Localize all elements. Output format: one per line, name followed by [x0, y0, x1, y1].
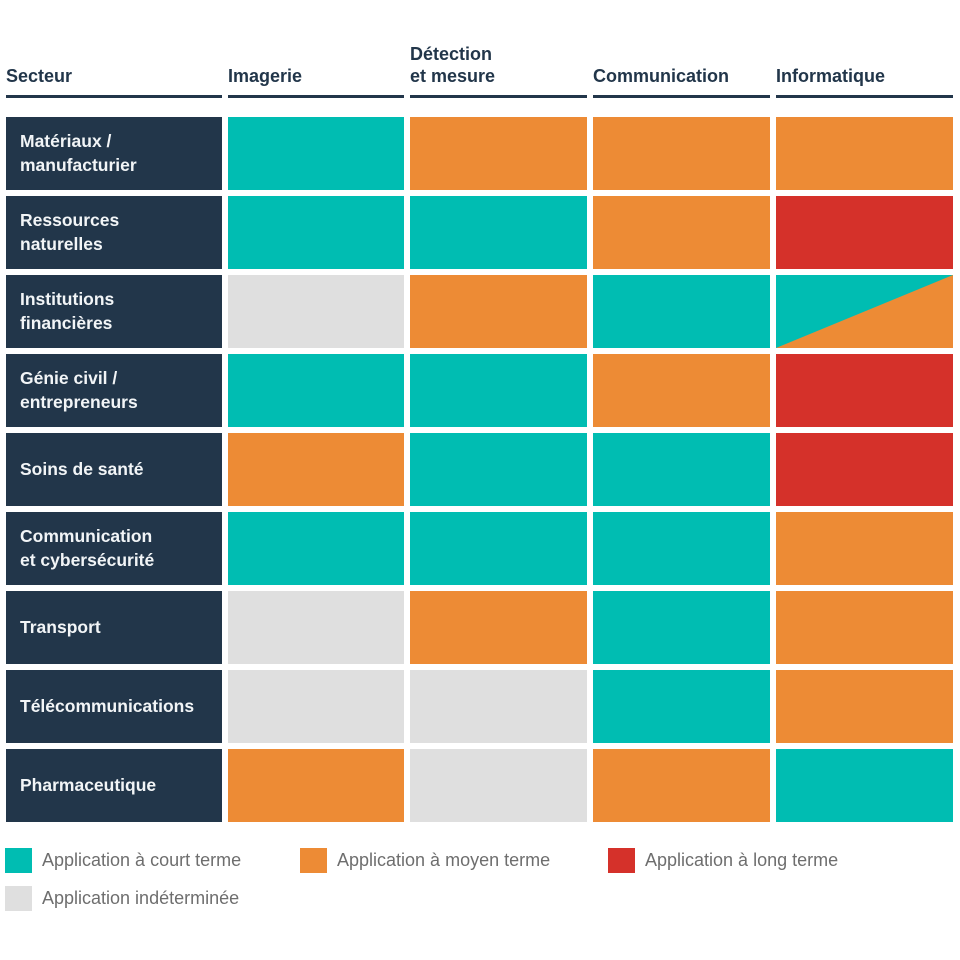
matrix-cell-court	[593, 433, 770, 506]
matrix-cell-moyen	[593, 117, 770, 190]
column-header-informatique: Informatique	[776, 36, 953, 98]
matrix-cell-court	[228, 512, 404, 585]
sector-label: Institutions financières	[6, 275, 222, 348]
legend-swatch-moyen-terme	[300, 848, 327, 873]
matrix-cell-moyen	[776, 117, 953, 190]
matrix-cell-moyen	[776, 591, 953, 664]
matrix-cell-court+moyen	[776, 275, 953, 348]
legend-item-indeterminee: Application indéterminée	[5, 886, 239, 911]
matrix-cell-court	[228, 196, 404, 269]
column-header-imagerie: Imagerie	[228, 36, 404, 98]
sector-label: Ressources naturelles	[6, 196, 222, 269]
matrix-cell-court	[776, 749, 953, 822]
matrix-cell-indeterminee	[228, 275, 404, 348]
legend-swatch-long-terme	[608, 848, 635, 873]
matrix-cell-indeterminee	[410, 749, 587, 822]
legend-label: Application à court terme	[42, 850, 242, 870]
matrix-cell-court	[228, 354, 404, 427]
matrix-cell-court	[593, 512, 770, 585]
legend: Application à court terme Application à …	[0, 848, 960, 928]
legend-label: Application indéterminée	[42, 888, 240, 908]
sector-label: Transport	[6, 591, 222, 664]
matrix-cell-court	[593, 670, 770, 743]
matrix-cell-moyen	[410, 117, 587, 190]
matrix-cell-court	[228, 117, 404, 190]
sector-label: Pharmaceutique	[6, 749, 222, 822]
matrix-cell-moyen	[593, 196, 770, 269]
matrix-cell-moyen	[776, 512, 953, 585]
legend-swatch-indeterminee	[5, 886, 32, 911]
matrix-cell-moyen	[410, 591, 587, 664]
matrix-cell-court	[410, 512, 587, 585]
matrix-cell-moyen	[776, 670, 953, 743]
matrix-cell-long	[776, 433, 953, 506]
matrix-cell-moyen	[593, 749, 770, 822]
matrix-cell-moyen	[228, 749, 404, 822]
matrix-cell-court	[593, 591, 770, 664]
matrix-cell-indeterminee	[228, 670, 404, 743]
sector-label: Télécommunications	[6, 670, 222, 743]
matrix-cell-court	[410, 196, 587, 269]
sector-label: Communication et cybersécurité	[6, 512, 222, 585]
matrix-cell-court	[593, 275, 770, 348]
legend-item-long-terme: Application à long terme	[608, 848, 838, 873]
column-header-detection: Détection et mesure	[410, 36, 587, 98]
matrix-cell-court	[410, 354, 587, 427]
column-header-secteur: Secteur	[6, 36, 222, 98]
column-header-communication: Communication	[593, 36, 770, 98]
sector-label: Matériaux / manufacturier	[6, 117, 222, 190]
matrix-header: Secteur Imagerie Détection et mesure Com…	[6, 36, 953, 98]
legend-label: Application à long terme	[645, 850, 839, 870]
matrix-cell-moyen	[410, 275, 587, 348]
legend-item-moyen-terme: Application à moyen terme	[300, 848, 550, 873]
matrix-cell-long	[776, 354, 953, 427]
legend-item-court-terme: Application à court terme	[5, 848, 241, 873]
sector-label: Soins de santé	[6, 433, 222, 506]
matrix-body: Matériaux / manufacturier Ressources natu…	[6, 117, 953, 822]
matrix-cell-indeterminee	[228, 591, 404, 664]
matrix-cell-long	[776, 196, 953, 269]
matrix-cell-court	[410, 433, 587, 506]
matrix-cell-indeterminee	[410, 670, 587, 743]
legend-swatch-court-terme	[5, 848, 32, 873]
matrix-cell-moyen	[228, 433, 404, 506]
matrix-cell-moyen	[593, 354, 770, 427]
sector-label: Génie civil / entrepreneurs	[6, 354, 222, 427]
legend-label: Application à moyen terme	[337, 850, 551, 870]
